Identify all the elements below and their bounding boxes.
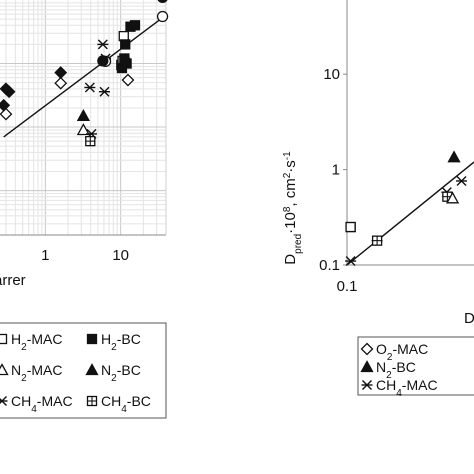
left-legend-label: N2-MAC: [11, 362, 62, 384]
left-point-diamond-filled: [0, 98, 11, 112]
right-data-points: [345, 150, 468, 267]
right-legend-marker: [361, 380, 373, 390]
right-legend-label: CH4-MAC: [376, 377, 438, 399]
left-x-tick-label: 1: [41, 247, 49, 264]
left-legend-label: CH4-BC: [101, 393, 151, 415]
left-point-diamond-filled: [0, 82, 13, 96]
left-x-tick-label: 10: [112, 247, 129, 264]
left-trendline: [3, 14, 167, 138]
left-point-circle-filled: [97, 55, 109, 67]
right-point-square-hatched: [371, 235, 383, 246]
left-legend-marker: [0, 363, 9, 376]
left-point-star-x: [84, 82, 96, 93]
right-y-tick-label: 1: [332, 162, 340, 179]
right-point-triangle-filled: [447, 150, 461, 163]
left-trendline-path: [3, 14, 167, 138]
right-point-star-x: [345, 256, 357, 267]
left-point-star-x: [98, 86, 110, 97]
left-point-square-filled: [129, 20, 141, 31]
right-legend-marker: [360, 342, 374, 356]
left-point-triangle-open: [76, 123, 90, 136]
right-point-square-open: [345, 221, 356, 233]
left-legend-marker: [0, 396, 8, 406]
left-point-circle-open: [156, 10, 169, 23]
right-legend-box: [357, 336, 474, 396]
left-point-diamond-filled: [54, 66, 68, 80]
left-point-square-hatched: [85, 136, 96, 147]
left-data-points: [0, 0, 169, 147]
left-point-circle-filled: [157, 0, 168, 4]
left-legend: H2-MAC H2-BC N2-MAC N2-BC CH4-MAC CH4-BC: [0, 322, 167, 419]
left-x-axis-label: arrer: [0, 272, 26, 289]
left-point-star-x: [97, 39, 109, 50]
left-legend-marker: [85, 363, 99, 376]
right-y-tick-label: 10: [323, 66, 340, 83]
right-point-triangle-open: [445, 191, 460, 204]
left-legend-marker: [0, 333, 8, 345]
left-tick-labels: 1 10: [41, 247, 129, 264]
left-point-diamond-open: [0, 107, 13, 121]
left-chart: 1 10 arrer H2-MAC H2-BC N2-MAC N2-BC CH4-MAC C…: [0, 0, 169, 419]
left-point-diamond-open: [121, 73, 135, 87]
right-legend-label: O2-MAC: [376, 341, 428, 363]
right-tick-labels: 10 1 0.1 0.1: [319, 66, 357, 295]
left-legend-label: N2-BC: [101, 362, 141, 384]
left-point-diamond-open: [54, 76, 68, 90]
right-y-axis-label: Dpred·108, cm2·s-1: [282, 151, 304, 265]
right-point-star-x: [456, 175, 468, 186]
right-x-tick-label: 0.1: [337, 278, 358, 295]
left-legend-marker: [86, 395, 98, 407]
left-point-square-filled: [120, 39, 131, 50]
right-x-axis-label: D: [464, 310, 474, 327]
left-point-triangle-filled: [76, 109, 90, 122]
right-legend-marker: [360, 360, 374, 373]
right-y-tick-label: 0.1: [319, 257, 340, 274]
left-legend-box: [0, 322, 167, 419]
right-legend-label: N2-BC: [376, 359, 416, 381]
left-legend-items: H2-MAC H2-BC N2-MAC N2-BC CH4-MAC CH4-BC: [0, 331, 151, 415]
left-legend-marker: [86, 333, 98, 345]
right-trendline-path: [346, 161, 474, 266]
left-legend-label: H2-MAC: [11, 331, 62, 353]
left-legend-label: CH4-MAC: [11, 393, 73, 415]
left-point-circle-filled: [119, 55, 131, 67]
right-chart: 10 1 0.1 0.1 Dpred·108, cm2·s-1 D O2-MACN2-…: [282, 0, 474, 399]
left-legend-label: H2-BC: [101, 331, 141, 353]
right-trendline: [346, 161, 474, 266]
